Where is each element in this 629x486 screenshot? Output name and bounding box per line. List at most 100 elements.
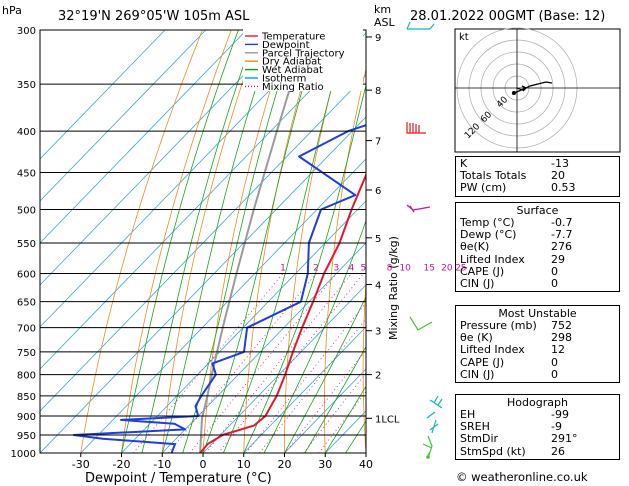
mu-row: CIN (J) 0: [460, 367, 558, 381]
mu-row: θe (K) 298: [460, 331, 572, 345]
km-tick-label: 7: [375, 137, 381, 148]
hodograph-frame: [454, 28, 621, 153]
mixing-ratio-label: 5: [361, 264, 367, 274]
pressure-tick-label: 1000: [11, 449, 36, 460]
hodograph: kt 40 60 120: [454, 27, 621, 153]
hodograph-unit: kt: [459, 32, 469, 43]
isotherm-line: [243, 326, 366, 453]
isotherm-line: [40, 30, 247, 244]
km-tick-label: 2: [375, 371, 381, 382]
surface-row: CIN (J) 0: [460, 276, 558, 290]
pressure-tick-label: 350: [17, 80, 36, 91]
pressure-tick-label: 900: [17, 412, 36, 423]
legend-background: [243, 29, 363, 91]
temp-tick-label: -30: [72, 458, 90, 471]
index-row-totals: Totals Totals 20: [460, 169, 565, 183]
mixing-ratio-label: 4: [349, 264, 355, 274]
mixing-ratio-label: 25: [455, 264, 466, 274]
surface-table: Surface Temp (°C) -0.7 Dewp (°C) -7.7 θe(K…: [455, 202, 620, 293]
dry-adiabat-line: [80, 30, 203, 453]
mixing-ratio-label: 3: [334, 264, 340, 274]
temp-tick-label: 0: [200, 458, 207, 471]
km-tick-label: 9: [375, 33, 381, 44]
mixing-ratio-label: 1: [280, 264, 286, 274]
isotherm-line: [202, 284, 366, 453]
mixing-ratio-label: 15: [423, 264, 434, 274]
isotherm-line: [40, 30, 166, 160]
pressure-tick-label: 700: [17, 324, 36, 335]
surface-row: CAPE (J) 0: [460, 264, 558, 278]
hodograph-marker: [512, 91, 516, 95]
temperature-line: [199, 172, 366, 453]
mixing-ratio-label: 2: [313, 264, 319, 274]
km-tick-label: 3: [375, 327, 381, 338]
km-tick-label: 4: [375, 280, 381, 291]
surface-row: Dewp (°C) -7.7: [460, 228, 573, 242]
dewpoint-line: [72, 124, 366, 453]
pressure-tick-label: 750: [17, 348, 36, 359]
legend-label: Parcel Trajectory: [262, 48, 345, 59]
pressure-tick-label: 300: [17, 26, 36, 37]
mixing-ratio-line: [245, 302, 366, 453]
isotherm-line: [40, 74, 366, 412]
legend-label: Isotherm: [262, 74, 306, 85]
mu-row: CAPE (J) 0: [460, 355, 558, 369]
legend-label: Mixing Ratio: [262, 82, 324, 93]
hodo-row: SREH -9: [460, 420, 562, 434]
isotherm-line: [40, 30, 207, 202]
surface-row: θe(K) 276: [460, 240, 572, 254]
legend-label: Dry Adiabat: [262, 57, 321, 68]
asl-label: ASL: [374, 16, 396, 29]
wet-adiabat-line: [161, 30, 276, 453]
wind-barb-400: [406, 122, 426, 134]
wind-barbs: [406, 21, 443, 459]
mixing-ratio-label: 8: [387, 264, 393, 274]
location-title: 32°19'N 269°05'W 105m ASL: [58, 9, 250, 24]
pressure-tick-label: 650: [17, 298, 36, 309]
x-axis-label: Dewpoint / Temperature (°C): [85, 471, 272, 486]
wind-barb-500: [406, 204, 431, 213]
copyright: © weatheronline.co.uk: [456, 470, 588, 484]
legend-label: Wet Adiabat: [262, 65, 323, 76]
pressure-tick-label: 600: [17, 270, 36, 281]
km-tick-label: 6: [375, 186, 381, 197]
pressure-tick-label: 550: [17, 239, 36, 250]
most-unstable-table: Most Unstable Pressure (mb) 752 θe (K) 298…: [455, 305, 620, 383]
hodo-row: StmDir 291°: [460, 432, 578, 446]
temp-tick-label: 10: [237, 458, 251, 471]
wind-barb-950: [422, 435, 433, 459]
mu-row: Lifted Index 12: [460, 343, 565, 357]
surface-row: Temp (°C) -0.7: [460, 216, 573, 229]
indices-table: K -13 Totals Totals 20 PW (cm) 0.53: [455, 156, 620, 197]
temp-tick-label: 20: [278, 458, 292, 471]
legend-label: Temperature: [261, 32, 325, 43]
isotherm-line: [161, 242, 366, 453]
isotherm-line: [284, 368, 366, 453]
hodo-row: StmSpd (kt) 26: [460, 444, 565, 458]
temp-tick-label: 30: [318, 458, 332, 471]
pressure-tick-label: 950: [17, 431, 36, 442]
surface-row: Lifted Index 29: [460, 252, 565, 266]
mixing-ratio-line: [205, 273, 352, 453]
isotherm-line: [40, 30, 329, 328]
y-axis-label-right: Mixing Ratio (g/kg): [387, 236, 400, 340]
hodo-row: EH -99: [460, 408, 569, 421]
temp-tick-label: -20: [113, 458, 131, 471]
pressure-tick-label: 400: [17, 127, 36, 138]
index-row-k: K -13: [460, 157, 569, 170]
pressure-tick-label: 800: [17, 371, 36, 382]
mixing-ratio-line: [167, 273, 317, 453]
mu-row: Pressure (mb) 752: [460, 319, 572, 332]
isotherm-line: [40, 32, 366, 370]
dry-adiabat-line: [401, 30, 434, 453]
mixing-ratio-label: 20: [441, 264, 453, 274]
datetime-title: 28.01.2022 00GMT (Base: 12): [410, 9, 605, 24]
wet-adiabat-line: [304, 345, 366, 453]
wet-adiabat-line: [202, 30, 321, 453]
surface-title: Surface: [516, 204, 559, 217]
pressure-tick-label: 500: [17, 205, 36, 216]
most-unstable-title: Most Unstable: [498, 307, 577, 320]
isotherm-line: [121, 200, 366, 453]
